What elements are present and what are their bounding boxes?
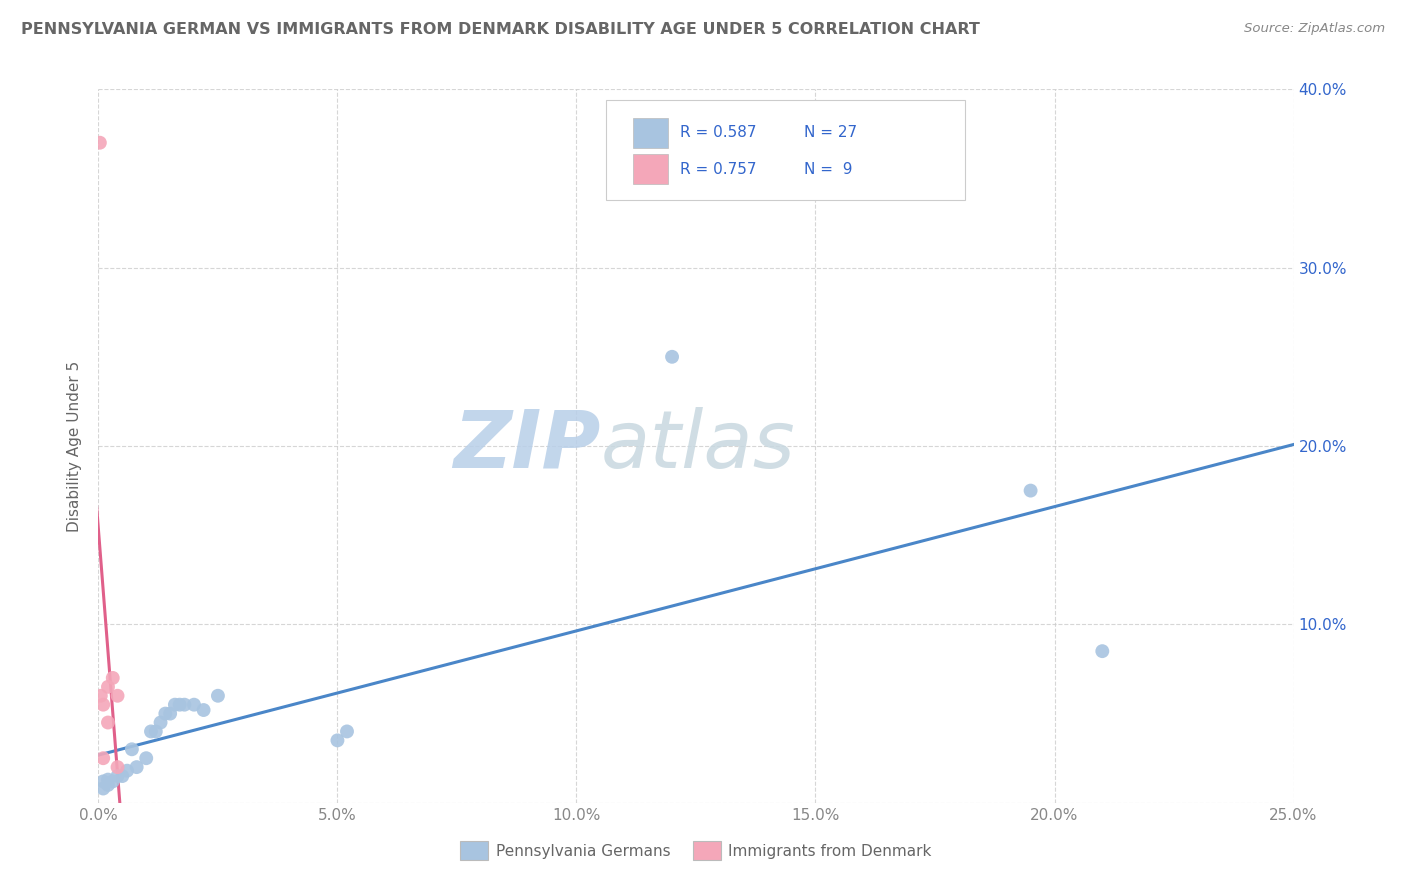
Point	[97, 772, 120, 787]
Point	[139, 724, 162, 739]
Point	[90, 689, 112, 703]
Point	[97, 715, 120, 730]
Point	[101, 671, 124, 685]
Point	[661, 350, 683, 364]
Point	[159, 706, 181, 721]
Point	[107, 689, 129, 703]
Point	[107, 760, 129, 774]
Point	[1091, 644, 1114, 658]
FancyBboxPatch shape	[633, 118, 668, 148]
Text: Source: ZipAtlas.com: Source: ZipAtlas.com	[1244, 22, 1385, 36]
Point	[91, 781, 114, 796]
Point	[207, 689, 229, 703]
Text: atlas: atlas	[600, 407, 796, 485]
Text: N =  9: N = 9	[804, 161, 852, 177]
Point	[193, 703, 215, 717]
Point	[169, 698, 191, 712]
Legend: Pennsylvania Germans, Immigrants from Denmark: Pennsylvania Germans, Immigrants from De…	[454, 835, 938, 866]
Point	[115, 764, 138, 778]
Y-axis label: Disability Age Under 5: Disability Age Under 5	[67, 360, 83, 532]
Point	[336, 724, 359, 739]
Point	[173, 698, 195, 712]
Point	[1019, 483, 1042, 498]
Text: ZIP: ZIP	[453, 407, 600, 485]
Text: R = 0.757: R = 0.757	[681, 161, 756, 177]
Point	[97, 778, 120, 792]
Point	[101, 774, 124, 789]
Point	[107, 769, 129, 783]
Point	[111, 769, 134, 783]
Point	[121, 742, 143, 756]
FancyBboxPatch shape	[606, 100, 965, 200]
Point	[149, 715, 172, 730]
Point	[163, 698, 186, 712]
FancyBboxPatch shape	[633, 154, 668, 184]
Point	[89, 136, 111, 150]
Point	[97, 680, 120, 694]
Point	[135, 751, 157, 765]
Point	[183, 698, 205, 712]
Text: PENNSYLVANIA GERMAN VS IMMIGRANTS FROM DENMARK DISABILITY AGE UNDER 5 CORRELATIO: PENNSYLVANIA GERMAN VS IMMIGRANTS FROM D…	[21, 22, 980, 37]
Point	[145, 724, 167, 739]
Text: N = 27: N = 27	[804, 125, 856, 139]
Point	[125, 760, 148, 774]
Point	[326, 733, 349, 747]
Text: R = 0.587: R = 0.587	[681, 125, 756, 139]
Point	[91, 751, 114, 765]
Point	[91, 774, 114, 789]
Point	[91, 698, 114, 712]
Point	[155, 706, 177, 721]
